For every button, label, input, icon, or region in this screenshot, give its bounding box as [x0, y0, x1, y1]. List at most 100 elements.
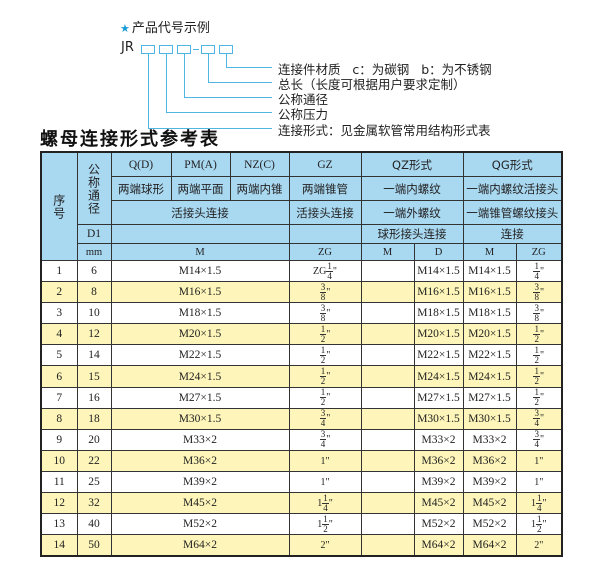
- fraction-denominator: 4: [323, 502, 328, 513]
- cell-qz-d: M27×1.5: [413, 386, 464, 409]
- cell-qz-d: M39×2: [413, 470, 464, 494]
- header-qg-zg: ZG: [515, 243, 563, 261]
- fraction-numerator: 1: [535, 492, 543, 504]
- label-pressure: 公称压力: [278, 107, 329, 122]
- fraction-denominator: 2: [536, 523, 542, 534]
- cell-qz-m: [360, 386, 415, 409]
- cell-zg: 1 2 ": [288, 344, 362, 367]
- leader-line: [208, 82, 272, 83]
- inch-mark: ": [542, 497, 547, 509]
- cell-qz-m: [360, 470, 415, 494]
- code-box-pressure: [159, 45, 173, 54]
- fraction-whole: 1": [534, 476, 544, 488]
- cell-qg-m: M39×2: [462, 470, 517, 494]
- cell-no: 4: [40, 323, 78, 346]
- label-diameter: 公称通径: [278, 92, 329, 107]
- leader-line: [148, 128, 272, 129]
- header-nz-desc: 两端内锥: [229, 176, 290, 201]
- cell-qg-m: M27×1.5: [462, 386, 517, 409]
- cell-qz-m: [360, 259, 415, 283]
- header-seq: 序号: [40, 151, 78, 261]
- star-icon: ★: [120, 22, 130, 35]
- leader-line: [226, 54, 227, 68]
- cell-d1: 14: [76, 344, 112, 367]
- table-body: 1 6 M14×1.5 ZG 1 4 " M14×1.5 M14×1.5 1 4 " 2 8 M16×1.5…: [40, 259, 563, 557]
- cell-qg-zg: 2": [515, 534, 563, 557]
- table-row: 13 40 M52×2 1 1 2 " M52×2 M52×2 1 1 2 ": [40, 513, 563, 536]
- inch-mark: ": [326, 434, 331, 446]
- cell-qg-zg: 3 8 ": [515, 302, 563, 325]
- cell-zg: 1 2 ": [288, 365, 362, 388]
- code-example-title: ★ 产品代号示例: [120, 17, 210, 36]
- fraction-denominator: 8: [534, 291, 539, 302]
- cell-qz-d: M24×1.5: [413, 365, 464, 388]
- cell-no: 12: [40, 492, 78, 515]
- code-box-length: [201, 45, 215, 54]
- cell-qz-m: [360, 365, 415, 388]
- cell-no: 6: [40, 365, 78, 388]
- fraction-whole: 1": [534, 455, 544, 467]
- cell-m: M64×2: [110, 534, 290, 557]
- fraction-whole: 1: [530, 518, 536, 530]
- cell-qg-zg: 1 2 ": [515, 365, 563, 388]
- fraction-denominator: 8: [534, 312, 539, 323]
- fraction-numerator: 3: [319, 302, 327, 314]
- cell-qg-m: M45×2: [462, 492, 517, 515]
- cell-m: M14×1.5: [110, 259, 290, 283]
- cell-qz-m: [360, 302, 415, 325]
- header-union-connection: 活接头连接: [110, 200, 290, 225]
- fraction-denominator: 2: [320, 397, 326, 408]
- cell-qg-zg: 1 2 ": [515, 323, 563, 346]
- fraction-numerator: 1: [533, 344, 540, 356]
- cell-qg-m: M22×1.5: [462, 344, 517, 367]
- fraction-denominator: 8: [320, 312, 326, 323]
- cell-m: M27×1.5: [110, 386, 290, 409]
- table-row: 3 10 M18×1.5 3 8 " M18×1.5 M18×1.5 3 8 ": [40, 302, 563, 325]
- cell-qg-zg: 3 4 ": [515, 428, 563, 451]
- cell-qz-d: M20×1.5: [413, 323, 464, 346]
- fraction-numerator: 1: [322, 492, 329, 504]
- inch-mark: ": [539, 350, 545, 362]
- cell-m: M33×2: [110, 428, 290, 451]
- cell-qz-d: M30×1.5: [413, 407, 464, 430]
- fraction-numerator: 1: [326, 260, 333, 272]
- cell-qg-zg: 1 2 ": [515, 386, 563, 409]
- cell-qg-zg: 1 2 ": [515, 344, 563, 367]
- cell-d1: 40: [76, 513, 112, 536]
- header-nominal-diameter: 公称通径: [76, 151, 112, 225]
- label-material: 连接件材质 c：为碳钢 b：为不锈钢: [278, 62, 492, 77]
- cell-zg: 3 4 ": [288, 407, 362, 430]
- cell-qg-m: M30×1.5: [462, 407, 517, 430]
- cell-qz-m: [360, 281, 415, 304]
- header-qd: Q(D): [110, 151, 172, 177]
- fraction-denominator: 2: [320, 354, 326, 365]
- table-row: 5 14 M22×1.5 1 2 " M22×1.5 M22×1.5 1 2 ": [40, 344, 563, 367]
- cell-no: 2: [40, 281, 78, 304]
- inch-mark: ": [539, 328, 545, 340]
- cell-zg: 1 2 ": [288, 386, 362, 409]
- fraction-numerator: 1: [533, 260, 540, 272]
- cell-m: M18×1.5: [110, 302, 290, 325]
- code-example-title-text: 产品代号示例: [131, 21, 210, 36]
- fraction-denominator: 2: [534, 376, 539, 387]
- cell-qg-m: M14×1.5: [462, 259, 517, 283]
- cell-qg-m: M52×2: [462, 513, 517, 536]
- cell-zg: 2": [288, 534, 362, 557]
- inch-mark: ": [326, 350, 331, 362]
- header-qz-d: D: [413, 243, 464, 261]
- cell-d1: 20: [76, 428, 112, 451]
- cell-no: 11: [40, 470, 78, 494]
- cell-qg-zg: 1 1 4 ": [515, 492, 563, 515]
- inch-mark: ": [539, 286, 545, 298]
- cell-d1: 10: [76, 302, 112, 325]
- cell-m: M16×1.5: [110, 281, 290, 304]
- fraction-whole: 1": [320, 476, 330, 488]
- header-qz-desc2: 一端外螺纹: [360, 200, 464, 225]
- cell-qz-m: [360, 344, 415, 367]
